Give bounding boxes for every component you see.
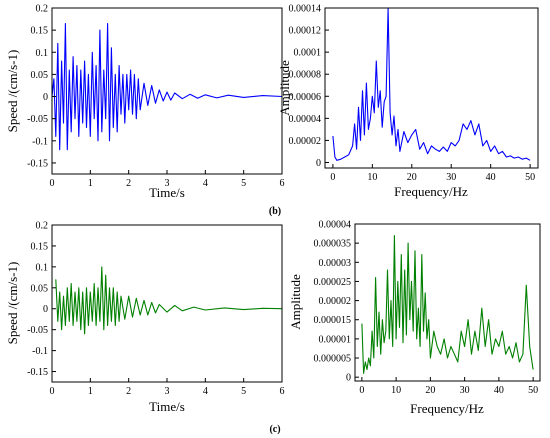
y-tick-label-c-spectrum-5: 0.000025 [314,277,352,288]
x-tick-label-c-time-0: 0 [50,386,55,397]
tick-labels-b-spectrum: 0 10 20 30 40 50 0 0.00002 0.00004 0.00006 0.00008… [289,4,536,184]
y-tick-label-b-spectrum-4: 0.00008 [289,70,322,81]
y-tick-label-c-spectrum-3: 0.000015 [314,315,352,326]
y-tick-label-b-spectrum-1: 0.00002 [289,136,322,147]
xlabel-b-spectrum: Frequency/Hz [394,184,468,199]
y-tick-label-c-time-4: 0.05 [31,283,49,294]
x-tick-label-c-spectrum-1: 10 [391,385,401,396]
x-tick-label-c-time-2: 2 [126,386,131,397]
y-tick-label-c-time-6: 0.15 [31,241,49,252]
caption-c: (c) [269,424,280,435]
x-tick-label-b-spectrum-1: 10 [367,172,377,183]
y-tick-label-b-time-3: 0 [43,92,48,103]
y-tick-label-c-time-1: -0.1 [32,346,48,357]
y-tick-label-c-spectrum-8: 0.00004 [319,220,352,231]
ylabel-b-time: Speed /(cm/s-1) [5,50,20,133]
y-tick-label-c-time-0: -0.15 [27,367,48,378]
tick-marks-b-spectrum [325,7,531,168]
plot-frame-b-spectrum [324,7,539,169]
chart-b-time: 0 1 2 3 4 5 6 -0.15 -0.1 -0.05 0 0.05 0.1 0.15 0.2 Tim… [5,4,285,201]
series-c-spectrum [361,234,534,374]
x-tick-label-c-spectrum-5: 50 [528,385,538,396]
x-tick-label-b-spectrum-3: 30 [446,172,456,183]
y-tick-label-b-spectrum-5: 0.0001 [294,48,322,59]
y-tick-label-b-spectrum-3: 0.00006 [289,92,322,103]
x-tick-label-c-time-4: 4 [203,386,208,397]
x-tick-label-b-time-4: 4 [203,178,208,189]
plot-frame-c-time [51,224,283,383]
y-tick-label-c-spectrum-7: 0.000035 [314,239,352,250]
y-tick-label-c-time-2: -0.05 [27,325,48,336]
chart-c-spectrum: 0 10 20 30 40 50 0 0.000005 0.00001 0.000015 0.000… [288,220,541,416]
tick-labels-b-time: 0 1 2 3 4 5 6 -0.15 -0.1 -0.05 0 0.05 0.1 0.15 0.2 [27,4,284,190]
chart-c-time: 0 1 2 3 4 5 6 -0.15 -0.1 -0.05 0 0.05 0.1 0.15 0.2 Tim… [5,221,285,415]
ylabel-c-spectrum: Amplitude [288,274,303,330]
y-tick-label-b-spectrum-6: 0.00012 [289,26,322,37]
y-tick-label-c-spectrum-1: 0.000005 [314,354,352,365]
xlabel-c-spectrum: Frequency/Hz [410,401,484,416]
ylabel-b-spectrum: Amplitude [277,60,292,116]
tick-marks-c-time [51,224,283,382]
y-tick-label-b-spectrum-0: 0 [316,158,321,169]
x-tick-label-b-spectrum-0: 0 [330,172,335,183]
x-tick-label-c-time-3: 3 [165,386,170,397]
y-tick-label-c-time-7: 0.2 [36,221,49,232]
series-line-c-spectrum [361,234,534,374]
x-tick-label-b-time-1: 1 [88,178,93,189]
x-tick-label-b-spectrum-4: 40 [486,172,496,183]
y-tick-label-c-spectrum-0: 0 [346,373,351,384]
y-tick-label-b-time-4: 0.05 [31,70,49,81]
y-tick-label-b-time-7: 0.2 [36,4,49,15]
tick-marks-b-time [51,7,283,174]
y-tick-label-b-time-5: 0.1 [36,48,49,59]
x-tick-label-b-spectrum-5: 50 [525,172,535,183]
y-tick-label-b-time-6: 0.15 [31,26,49,37]
series-line-c-time [55,266,283,335]
y-tick-label-c-spectrum-4: 0.00002 [319,296,352,307]
xlabel-c-time: Time/s [149,399,185,414]
x-tick-label-b-time-3: 3 [165,178,170,189]
y-tick-label-b-spectrum-7: 0.00014 [289,4,322,15]
x-tick-label-c-time-6: 6 [280,386,285,397]
x-tick-label-b-time-5: 5 [241,178,246,189]
plot-frame-c-spectrum [354,223,541,382]
y-tick-label-b-time-0: -0.15 [27,158,48,169]
x-tick-label-b-time-0: 0 [50,178,55,189]
y-tick-label-c-time-3: 0 [43,304,48,315]
y-tick-label-b-time-2: -0.05 [27,114,48,125]
tick-labels-c-time: 0 1 2 3 4 5 6 -0.15 -0.1 -0.05 0 0.05 0.1 0.15 0.2 [27,221,284,398]
ylabel-c-time: Speed /(cm/s-1) [5,262,20,345]
chart-b-spectrum: 0 10 20 30 40 50 0 0.00002 0.00004 0.00006 0.00008… [277,4,539,199]
series-line-b-time [51,22,283,151]
x-tick-label-c-time-1: 1 [88,386,93,397]
y-tick-label-c-spectrum-2: 0.00001 [319,334,352,345]
x-tick-label-c-spectrum-3: 30 [460,385,470,396]
x-tick-label-b-time-2: 2 [126,178,131,189]
y-tick-label-b-spectrum-2: 0.00004 [289,114,322,125]
x-tick-label-c-time-5: 5 [241,386,246,397]
x-tick-label-c-spectrum-2: 20 [425,385,435,396]
y-tick-label-c-time-5: 0.1 [36,262,49,273]
xlabel-b-time: Time/s [149,185,185,200]
y-tick-label-b-time-1: -0.1 [32,136,48,147]
x-tick-label-c-spectrum-4: 40 [494,385,504,396]
caption-b: (b) [269,206,281,217]
series-c-time [55,266,283,335]
x-tick-label-c-spectrum-0: 0 [359,385,364,396]
plot-frame-b-time [51,7,283,175]
x-tick-label-b-spectrum-2: 20 [407,172,417,183]
tick-marks-c-spectrum [355,223,534,381]
series-b-time [51,22,283,151]
y-tick-label-c-spectrum-6: 0.00003 [319,258,352,269]
series-line-b-spectrum [332,7,531,161]
series-b-spectrum [332,7,531,161]
tick-labels-c-spectrum: 0 10 20 30 40 50 0 0.000005 0.00001 0.000015 0.000… [314,220,539,397]
x-tick-label-b-time-6: 6 [280,178,285,189]
